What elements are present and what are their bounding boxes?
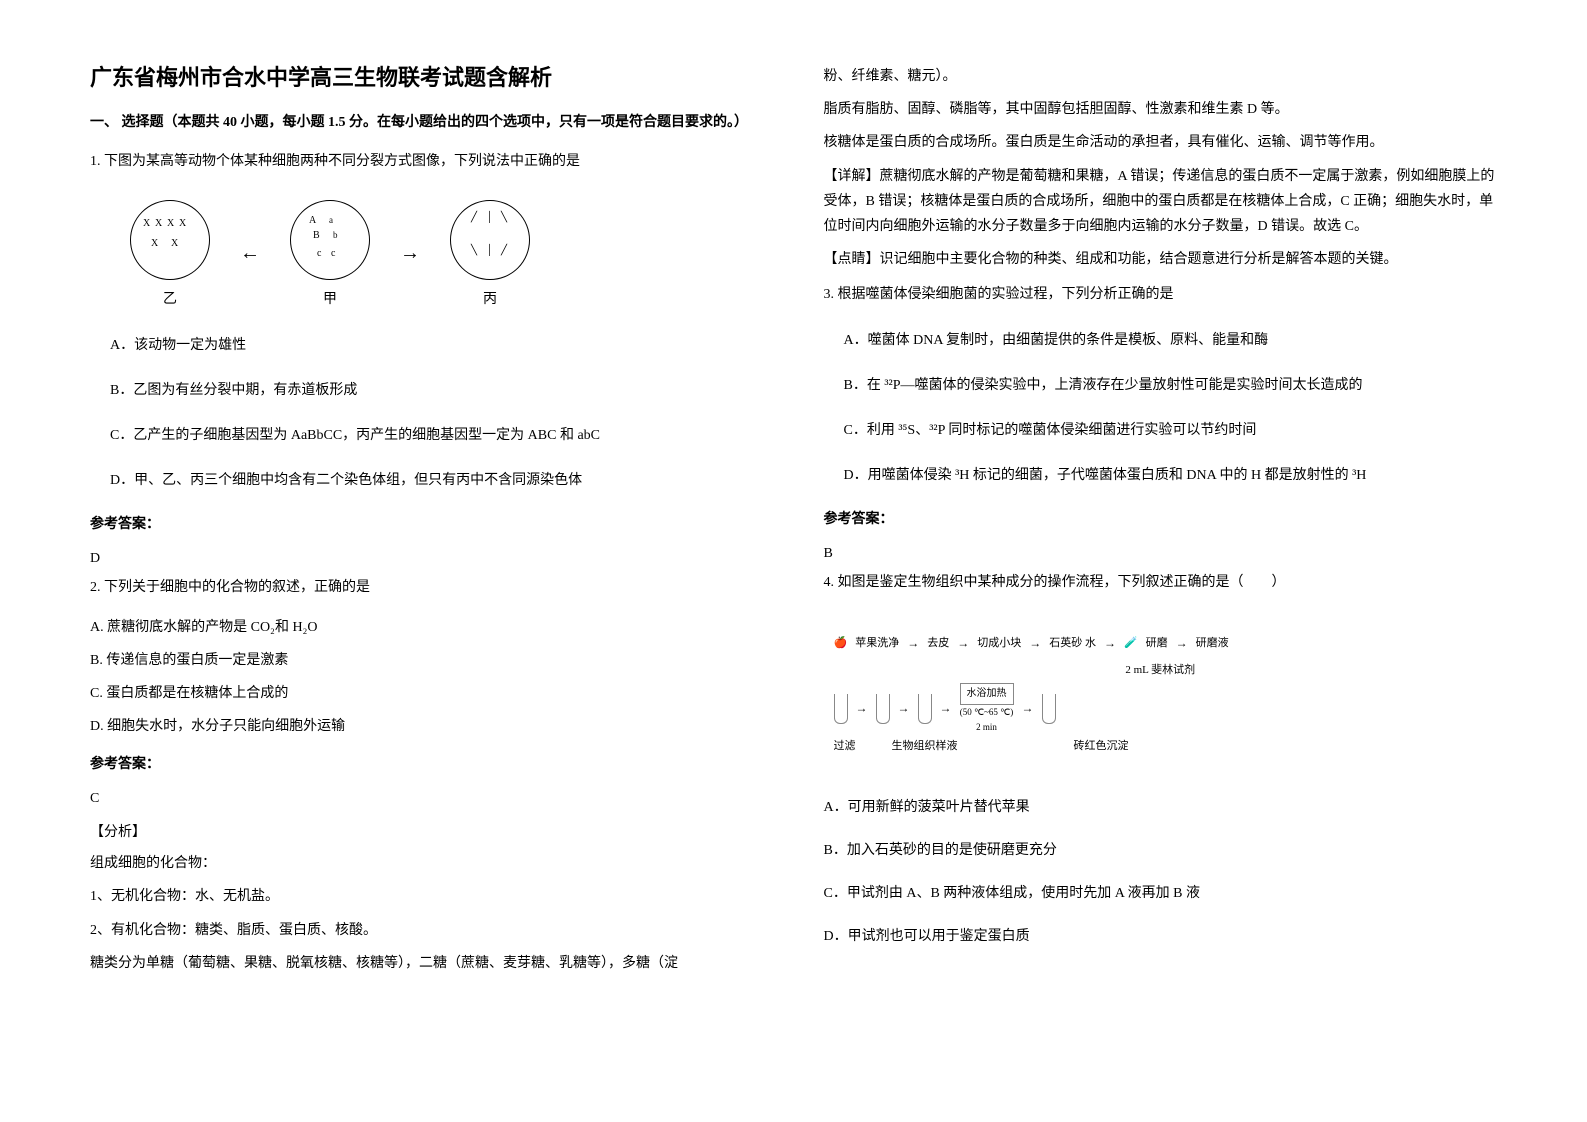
flow-r1c: 石英砂 水	[1049, 635, 1096, 653]
arrow-icon: →	[898, 699, 910, 718]
cont1: 粉、纤维素、糖元）。	[824, 64, 1498, 89]
q3-optD: D．用噬菌体侵染 ³H 标记的细菌，子代噬菌体蛋白质和 DNA 中的 H 都是放…	[844, 463, 1498, 488]
q2-optC: C. 蛋白质都是在核糖体上合成的	[90, 681, 764, 706]
flow-r3b: 生物组织样液	[892, 738, 958, 756]
flow-r2c: (50 ℃~65 ℃)	[960, 705, 1014, 719]
flow-row-3: → → → 水浴加热 (50 ℃~65 ℃) 2 min →	[834, 683, 1488, 734]
cont3: 核糖体是蛋白质的合成场所。蛋白质是生命活动的承担者，具有催化、运输、调节等作用。	[824, 130, 1498, 155]
q3-optB: B．在 ³²P—噬菌体的侵染实验中，上清液存在少量放射性可能是实验时间太长造成的	[844, 373, 1498, 398]
tube-icon	[918, 694, 932, 724]
right-column: 粉、纤维素、糖元）。 脂质有脂肪、固醇、磷脂等，其中固醇包括胆固醇、性激素和维生…	[824, 60, 1498, 1062]
q2-stem: 2. 下列关于细胞中的化合物的叙述，正确的是	[90, 575, 764, 600]
flow-r2b: 水浴加热	[960, 683, 1014, 705]
q2-analysis-label: 【分析】	[90, 821, 764, 841]
q4-optA: A．可用新鲜的菠菜叶片替代苹果	[824, 795, 1498, 820]
flow-apple-icon: 🍎	[834, 635, 848, 653]
flow-r1e: 研磨液	[1196, 635, 1229, 653]
q4-flow-diagram: 🍎 苹果洗净 → 去皮 → 切成小块 → 石英砂 水 → 🧪 研磨 → 研磨液 …	[824, 620, 1498, 769]
flow-r1d: 研磨	[1146, 635, 1168, 653]
q2-analysis-t3: 2、有机化合物：糖类、脂质、蛋白质、核酸。	[90, 918, 764, 943]
q2-optD: D. 细胞失水时，水分子只能向细胞外运输	[90, 714, 764, 739]
arrow-icon: →	[1029, 634, 1041, 653]
flow-r1start: 苹果洗净	[855, 635, 899, 653]
flow-r1b: 切成小块	[977, 635, 1021, 653]
flow-r3a: 过滤	[834, 738, 856, 756]
q2-analysis-t1: 组成细胞的化合物：	[90, 851, 764, 876]
flow-row-1: 🍎 苹果洗净 → 去皮 → 切成小块 → 石英砂 水 → 🧪 研磨 → 研磨液	[834, 634, 1488, 653]
q1-stem: 1. 下图为某高等动物个体某种细胞两种不同分裂方式图像，下列说法中正确的是	[90, 149, 764, 174]
cell-left: X X X X X X	[130, 200, 210, 280]
q4-stem: 4. 如图是鉴定生物组织中某种成分的操作流程，下列叙述正确的是（ ）	[824, 570, 1498, 595]
left-column: 广东省梅州市合水中学高三生物联考试题含解析 一、 选择题（本题共 40 小题，每…	[90, 60, 764, 1062]
tube-icon	[1042, 694, 1056, 724]
q4-optD: D．甲试剂也可以用于鉴定蛋白质	[824, 924, 1498, 949]
section-header: 一、 选择题（本题共 40 小题，每小题 1.5 分。在每小题给出的四个选项中，…	[90, 112, 764, 134]
q1-optC: C．乙产生的子细胞基因型为 AaBbCC，丙产生的细胞基因型一定为 ABC 和 …	[110, 423, 764, 448]
q1-optA: A．该动物一定为雄性	[110, 333, 764, 358]
point: 【点睛】识记细胞中主要化合物的种类、组成和功能，结合题意进行分析是解答本题的关键…	[824, 247, 1498, 272]
arrow-icon: →	[856, 699, 868, 718]
detail: 【详解】蔗糖彻底水解的产物是葡萄糖和果糖，A 错误；传递信息的蛋白质不一定属于激…	[824, 164, 1498, 240]
q1-optB: B．乙图为有丝分裂中期，有赤道板形成	[110, 378, 764, 403]
q4-optB: B．加入石英砂的目的是使研磨更充分	[824, 838, 1498, 863]
cell-mid-group: A a B b c c 甲	[290, 200, 370, 308]
q2-answer: C	[90, 791, 764, 807]
tube-icon	[834, 694, 848, 724]
q1-answer-label: 参考答案：	[90, 513, 764, 533]
arrow-icon: →	[957, 634, 969, 653]
q3-answer: B	[824, 546, 1498, 562]
q3-answer-label: 参考答案：	[824, 508, 1498, 528]
flow-mortar-icon: 🧪	[1124, 635, 1138, 653]
cell-mid: A a B b c c	[290, 200, 370, 280]
arrow-icon: →	[1176, 634, 1188, 653]
q2-answer-label: 参考答案：	[90, 753, 764, 773]
cell-left-group: X X X X X X 乙	[130, 200, 210, 308]
q3-stem: 3. 根据噬菌体侵染细胞菌的实验过程，下列分析正确的是	[824, 282, 1498, 307]
flow-r1a: 去皮	[927, 635, 949, 653]
cell-right: ╱ │ ╲ ╲ │ ╱	[450, 200, 530, 280]
q2-optB: B. 传递信息的蛋白质一定是激素	[90, 648, 764, 673]
flow-r2d: 2 min	[976, 720, 997, 734]
q2-analysis-t2: 1、无机化合物：水、无机盐。	[90, 884, 764, 909]
flow-r2a: 2 mL 斐林试剂	[1125, 662, 1195, 680]
flow-r3c: 砖红色沉淀	[1074, 738, 1129, 756]
cell-right-group: ╱ │ ╲ ╲ │ ╱ 丙	[450, 200, 530, 308]
q1-optD: D．甲、乙、丙三个细胞中均含有二个染色体组，但只有丙中不含同源染色体	[110, 468, 764, 493]
arrow-right-icon: →	[400, 242, 420, 265]
page-title: 广东省梅州市合水中学高三生物联考试题含解析	[90, 60, 764, 92]
flow-row-2: 2 mL 斐林试剂	[834, 662, 1488, 680]
q3-optA: A．噬菌体 DNA 复制时，由细菌提供的条件是模板、原料、能量和酶	[844, 328, 1498, 353]
cell-mid-label: 甲	[323, 288, 337, 308]
arrow-left-icon: ←	[240, 242, 260, 265]
q2-optA: A. 蔗糖彻底水解的产物是 CO₂和 H₂O	[90, 615, 764, 640]
q2-analysis-t4: 糖类分为单糖（葡萄糖、果糖、脱氧核糖、核糖等），二糖（蔗糖、麦芽糖、乳糖等），多…	[90, 951, 764, 976]
q1-figure: X X X X X X 乙 ← A a B b c c	[130, 200, 764, 308]
arrow-icon: →	[940, 699, 952, 718]
cell-diagram: X X X X X X 乙 ← A a B b c c	[130, 200, 764, 308]
arrow-icon: →	[1022, 699, 1034, 718]
arrow-icon: →	[907, 634, 919, 653]
q1-answer: D	[90, 551, 764, 567]
tube-icon	[876, 694, 890, 724]
arrow-icon: →	[1104, 634, 1116, 653]
cont2: 脂质有脂肪、固醇、磷脂等，其中固醇包括胆固醇、性激素和维生素 D 等。	[824, 97, 1498, 122]
cell-left-label: 乙	[163, 288, 177, 308]
cell-right-label: 丙	[483, 288, 497, 308]
flow-row-4: 过滤 生物组织样液 砖红色沉淀	[834, 738, 1488, 756]
q3-optC: C．利用 ³⁵S、³²P 同时标记的噬菌体侵染细菌进行实验可以节约时间	[844, 418, 1498, 443]
q4-optC: C．甲试剂由 A、B 两种液体组成，使用时先加 A 液再加 B 液	[824, 881, 1498, 906]
